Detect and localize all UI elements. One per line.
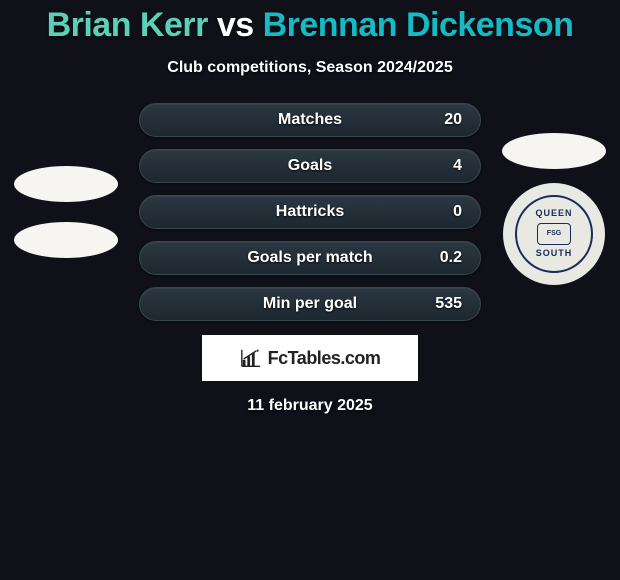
brand-box: FcTables.com xyxy=(202,335,418,381)
left-club-badge-2 xyxy=(14,222,118,258)
left-badge-column xyxy=(11,166,121,258)
stat-value: 4 xyxy=(453,157,462,175)
stat-value: 535 xyxy=(435,295,462,313)
stat-value: 0.2 xyxy=(440,249,462,267)
right-club-badge-1 xyxy=(502,133,606,169)
crest-mid-text: FSG xyxy=(537,223,571,245)
stat-row-hattricks: Hattricks 0 xyxy=(139,195,481,229)
stat-label: Goals per match xyxy=(247,249,372,267)
crest-top-text: QUEEN xyxy=(535,209,572,219)
stat-row-goals-per-match: Goals per match 0.2 xyxy=(139,241,481,275)
stat-label: Min per goal xyxy=(263,295,357,313)
stat-label: Hattricks xyxy=(276,203,344,221)
player2-name: Brennan Dickenson xyxy=(263,6,574,44)
right-badge-column: QUEEN FSG SOUTH xyxy=(499,133,609,291)
stat-row-matches: Matches 20 xyxy=(139,103,481,137)
stat-label: Goals xyxy=(288,157,332,175)
club-crest: QUEEN FSG SOUTH xyxy=(515,195,593,273)
stats-column: Matches 20 Goals 4 Hattricks 0 Goals per… xyxy=(139,103,481,321)
left-club-badge-1 xyxy=(14,166,118,202)
bar-chart-icon xyxy=(240,347,262,369)
stat-row-min-per-goal: Min per goal 535 xyxy=(139,287,481,321)
brand-text: FcTables.com xyxy=(268,348,381,369)
date-text: 11 february 2025 xyxy=(0,397,620,415)
stat-value: 0 xyxy=(453,203,462,221)
vs-text: vs xyxy=(217,6,254,44)
right-club-badge-2: QUEEN FSG SOUTH xyxy=(503,183,605,285)
infographic-container: Brian Kerr vs Brennan Dickenson Club com… xyxy=(0,0,620,415)
stat-value: 20 xyxy=(444,111,462,129)
stat-label: Matches xyxy=(278,111,342,129)
player1-name: Brian Kerr xyxy=(47,6,208,44)
page-title: Brian Kerr vs Brennan Dickenson xyxy=(0,6,620,45)
stat-row-goals: Goals 4 xyxy=(139,149,481,183)
crest-bot-text: SOUTH xyxy=(536,249,573,259)
subtitle: Club competitions, Season 2024/2025 xyxy=(0,59,620,77)
main-layout: Matches 20 Goals 4 Hattricks 0 Goals per… xyxy=(0,103,620,321)
